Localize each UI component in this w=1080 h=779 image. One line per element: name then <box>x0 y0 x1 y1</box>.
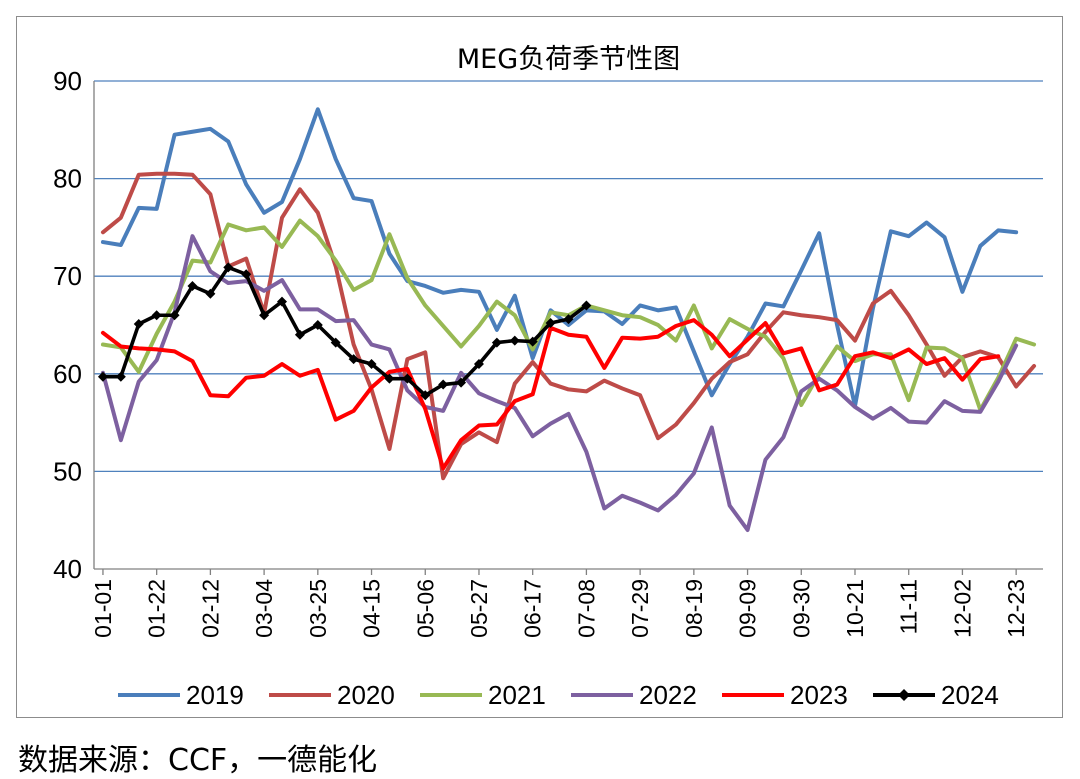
x-tick-label: 12-02 <box>949 579 975 638</box>
legend-label-2023: 2023 <box>790 680 848 710</box>
series-point-2024 <box>491 337 502 348</box>
legend-marker-2024 <box>898 689 910 701</box>
series-line-2024 <box>101 265 589 398</box>
x-tick-label: 05-27 <box>466 579 492 638</box>
x-tick-label: 12-23 <box>1003 579 1029 638</box>
series-point-2024 <box>169 310 180 321</box>
series-point-2024 <box>223 262 234 273</box>
chart-frame: MEG负荷季节性图 40 50 60 70 80 90 01-01 01-22 02-12 03-0… <box>16 16 1063 718</box>
series-point-2024 <box>115 371 126 382</box>
series-point-2024 <box>133 319 144 330</box>
legend-label-2021: 2021 <box>488 680 546 710</box>
y-tick-label: 70 <box>53 261 82 291</box>
legend-label-2019: 2019 <box>186 680 244 710</box>
y-tick-label: 90 <box>53 66 82 96</box>
series-point-2024 <box>277 296 288 307</box>
series-line-2022 <box>100 234 1019 532</box>
x-tick-label: 11-11 <box>896 579 922 634</box>
series-point-2024 <box>438 379 449 390</box>
series-point-2024 <box>259 310 270 321</box>
series-point-2024 <box>581 300 592 311</box>
x-tick-label: 09-30 <box>788 579 814 638</box>
series-point-2024 <box>384 373 395 384</box>
series-point-2024 <box>97 371 108 382</box>
x-tick-label: 02-12 <box>197 579 223 638</box>
x-tick-label: 05-06 <box>412 579 438 638</box>
series-line-2020 <box>100 171 1037 481</box>
x-tick-label: 01-01 <box>90 579 116 638</box>
x-tick-label: 10-21 <box>842 579 868 638</box>
series-line-2019 <box>100 107 1019 409</box>
x-tick-label: 03-25 <box>305 579 331 638</box>
chart-title: MEG负荷季节性图 <box>457 44 680 75</box>
legend-label-2024: 2024 <box>941 680 999 710</box>
series-point-2024 <box>151 310 162 321</box>
series-point-2024 <box>563 314 574 325</box>
series-point-2024 <box>366 359 377 370</box>
y-tick-label: 50 <box>53 456 82 486</box>
x-tick-label: 04-15 <box>359 579 385 638</box>
x-tick-label: 01-22 <box>144 579 170 638</box>
series-point-2024 <box>402 373 413 384</box>
x-tick-label: 06-17 <box>520 579 546 638</box>
series-line-2023 <box>100 318 1001 471</box>
series-point-2024 <box>312 320 323 330</box>
x-tick-label: 03-04 <box>251 579 277 638</box>
x-tick-label: 07-08 <box>573 579 599 638</box>
series-point-2024 <box>205 288 216 299</box>
series-point-2024 <box>187 280 198 291</box>
x-tick-label: 08-19 <box>681 579 707 638</box>
legend-label-2020: 2020 <box>337 680 395 710</box>
series-point-2024 <box>420 390 431 401</box>
x-tick-label: 07-29 <box>627 579 653 638</box>
chart-svg: MEG负荷季节性图 40 50 60 70 80 90 01-01 01-22 02-12 03-0… <box>53 44 1043 710</box>
y-tick-label: 40 <box>53 554 82 584</box>
x-tick-label: 09-09 <box>735 579 761 638</box>
series-point-2024 <box>509 335 520 346</box>
series-point-2024 <box>527 336 538 347</box>
series-point-2024 <box>348 354 359 365</box>
series-point-2024 <box>473 359 484 370</box>
legend-label-2022: 2022 <box>639 680 697 710</box>
series-point-2024 <box>241 269 252 280</box>
source-note: 数据来源：CCF，一德能化 <box>18 743 378 778</box>
series-point-2024 <box>456 377 467 388</box>
series-point-2024 <box>294 329 305 340</box>
y-tick-label: 60 <box>53 359 82 389</box>
series-point-2024 <box>545 318 556 329</box>
y-tick-label: 80 <box>53 164 82 194</box>
series-point-2024 <box>330 337 341 348</box>
